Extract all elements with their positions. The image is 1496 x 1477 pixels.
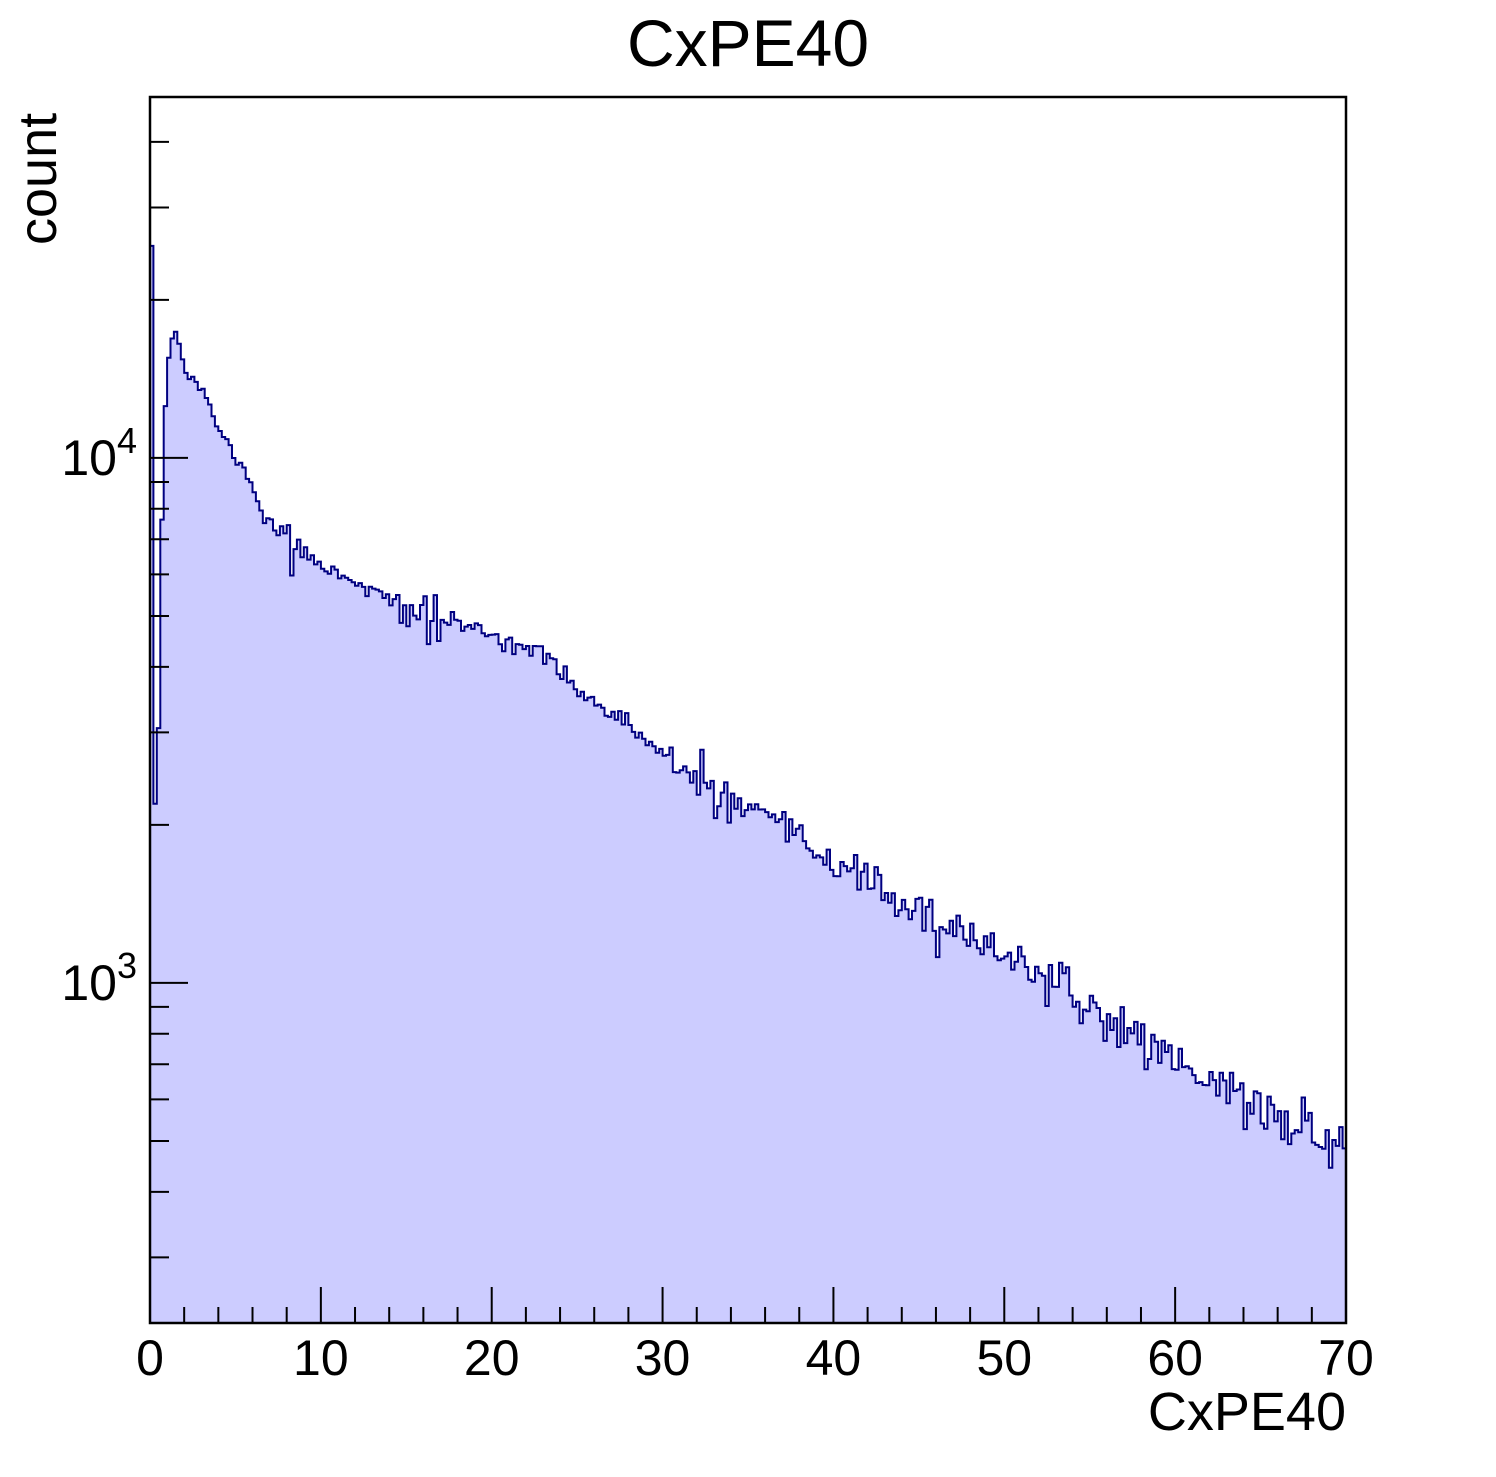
y-tick-label: 104 (61, 420, 137, 486)
x-tick-label: 40 (806, 1330, 862, 1386)
x-tick-label: 0 (136, 1330, 164, 1386)
plot-generated-layer: 0 10 20 30 40 50 60 70 103 104 (61, 95, 1374, 1386)
y-tick-labels: 103 104 (61, 420, 137, 1011)
histogram-area (149, 244, 1347, 1324)
x-tick-label: 20 (464, 1330, 520, 1386)
x-tick-label: 30 (635, 1330, 691, 1386)
x-tick-label: 70 (1318, 1330, 1374, 1386)
x-tick-labels: 0 10 20 30 40 50 60 70 (136, 1330, 1374, 1386)
x-tick-label: 60 (1147, 1330, 1203, 1386)
y-tick-label: 103 (61, 945, 137, 1011)
axis-ticks (149, 140, 1347, 1323)
x-tick-label: 10 (293, 1330, 349, 1386)
plot-frame (148, 95, 1348, 1325)
chart-title: CxPE40 (627, 6, 869, 80)
y-axis-title: count (8, 113, 68, 245)
x-tick-label: 50 (976, 1330, 1032, 1386)
x-axis-title: CxPE40 (1148, 1382, 1346, 1442)
